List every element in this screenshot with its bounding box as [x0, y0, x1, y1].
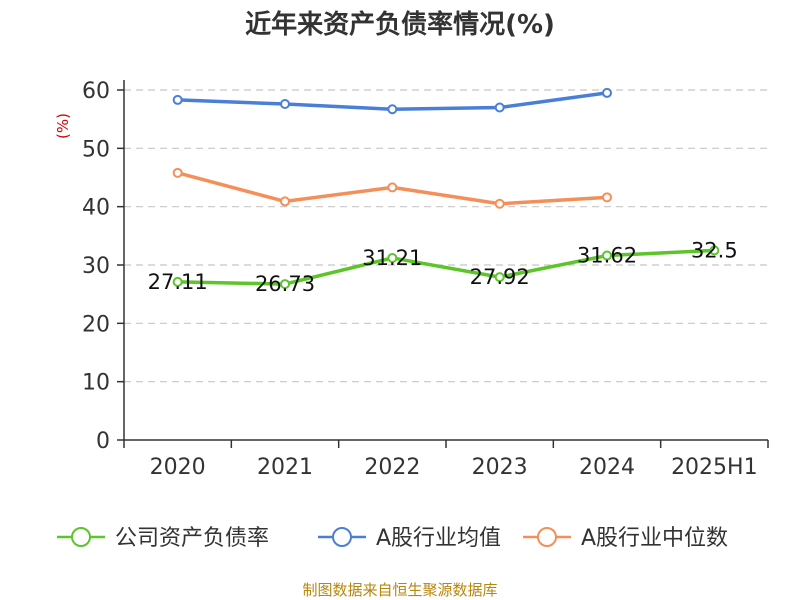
- y-tick-label: 0: [96, 429, 110, 454]
- x-tick-label: 2025H1: [671, 455, 758, 480]
- x-tick-label: 2023: [472, 455, 528, 480]
- data-labels: 27.11 26.73 31.21 27.92 31.62 32.5: [148, 238, 738, 296]
- y-tick-label: 50: [82, 137, 110, 162]
- x-tick-label: 2024: [579, 455, 635, 480]
- legend-marker: [332, 527, 352, 547]
- data-point: [280, 279, 290, 290]
- y-tick-label: 60: [82, 79, 110, 104]
- y-tick-label: 10: [82, 371, 110, 396]
- data-point: [172, 94, 183, 105]
- data-point: [280, 99, 290, 109]
- legend-label: 公司资产负债率: [115, 526, 269, 551]
- series-line: [177, 248, 715, 286]
- data-label: 31.62: [577, 244, 637, 268]
- data-label: 31.21: [362, 246, 422, 270]
- x-tick-label: 2021: [257, 455, 313, 480]
- data-point: [494, 102, 505, 113]
- series-lines: [172, 87, 720, 290]
- data-label: 27.92: [470, 265, 530, 289]
- x-tick-label: 2020: [150, 455, 206, 480]
- legend-label: A股行业均值: [376, 526, 501, 551]
- chart-title: 近年来资产负债率情况(%): [245, 9, 555, 40]
- y-axis-label: (%): [54, 113, 72, 139]
- legend: 公司资产负债率 A股行业均值 A股行业中位数: [57, 526, 728, 551]
- y-tick-label: 30: [82, 254, 110, 279]
- data-point: [172, 276, 183, 287]
- data-label: 27.11: [148, 270, 208, 294]
- legend-marker: [71, 527, 91, 547]
- data-point: [172, 167, 183, 178]
- data-point: [602, 250, 612, 261]
- axes: 0 10 20 30 40 50 60 2020 2021 2022 2023 2024 2025H1: [82, 79, 769, 480]
- legend-label: A股行业中位数: [581, 526, 728, 551]
- data-label: 26.73: [255, 272, 315, 296]
- legend-marker: [537, 527, 557, 547]
- data-point: [494, 272, 505, 283]
- data-point: [387, 252, 398, 263]
- data-point: [602, 87, 612, 98]
- source-note: 制图数据来自恒生聚源数据库: [302, 581, 497, 599]
- data-point: [387, 104, 398, 115]
- data-point: [494, 198, 505, 209]
- y-tick-label: 40: [82, 196, 110, 221]
- y-tick-label: 20: [82, 312, 110, 337]
- data-point: [387, 182, 398, 193]
- data-label: 32.5: [691, 238, 738, 262]
- data-point: [602, 192, 612, 203]
- grid-lines: [124, 89, 768, 383]
- data-point: [709, 245, 720, 256]
- data-point: [280, 196, 290, 207]
- x-tick-label: 2022: [364, 455, 420, 480]
